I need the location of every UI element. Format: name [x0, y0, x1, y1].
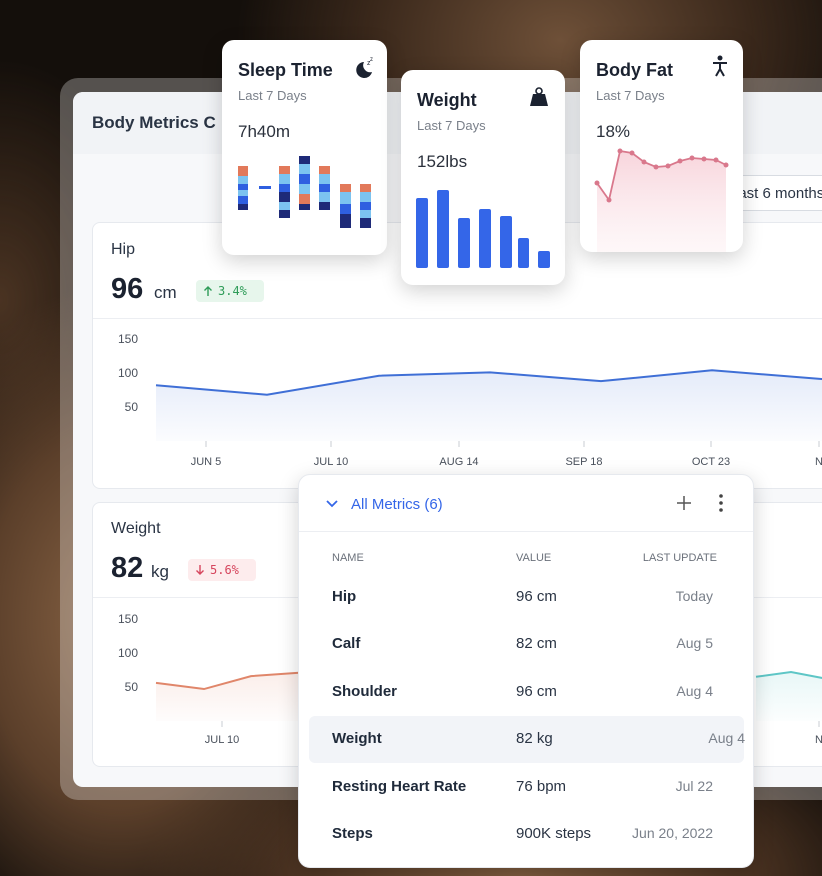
y-tick-label: 150	[118, 332, 138, 346]
more-button[interactable]	[717, 493, 725, 513]
area	[156, 370, 822, 441]
x-tick-label: JUL 10	[314, 456, 348, 468]
svg-text:z: z	[367, 60, 371, 67]
y-tick-label: 50	[125, 400, 139, 414]
card-title: Weight	[417, 90, 477, 110]
last-update: Aug 5	[676, 635, 713, 651]
table-row: Calf 82 cm Aug 5	[299, 621, 753, 668]
metric-unit: kg	[151, 562, 169, 581]
area	[156, 672, 299, 721]
svg-text:z: z	[370, 57, 373, 63]
body-fat-line	[594, 148, 729, 252]
change-badge: 5.6%	[188, 559, 256, 581]
card-value: 18%	[596, 122, 631, 141]
x-tick-label: AUG 14	[439, 456, 478, 468]
line	[155, 671, 300, 691]
column-header: NAME	[332, 552, 364, 564]
metric-name: Hip	[111, 241, 136, 258]
card-value: 152lbs	[417, 152, 468, 171]
metric-value: 96 cm	[516, 588, 557, 605]
table-title[interactable]: All Metrics (6)	[351, 496, 443, 513]
metric-name: Resting Heart Rate	[332, 778, 467, 795]
table-count: (6)	[424, 496, 443, 513]
weight-bars	[416, 190, 550, 268]
table-row: Resting Heart Rate 76 bpm Jul 22	[299, 764, 753, 811]
area	[756, 672, 822, 721]
last-update: Today	[675, 588, 713, 604]
x-tick-label: SEP 18	[565, 456, 602, 468]
divider	[93, 318, 822, 319]
y-tick-label: 100	[118, 646, 138, 660]
sleep-stages	[238, 156, 371, 228]
line	[755, 671, 822, 679]
table-title-text: All Metrics	[351, 496, 421, 513]
up-arrow	[204, 286, 212, 296]
card-title: Body Fat	[596, 60, 674, 80]
metric-value: 82 kg	[516, 730, 553, 747]
y-tick-label: 100	[118, 366, 138, 380]
x-tick-label: JUL 10	[205, 734, 239, 746]
y-tick-label: 50	[125, 680, 139, 694]
last-update: Jul 22	[675, 778, 713, 794]
card-title: Sleep Time	[238, 60, 333, 80]
change-value: 5.6%	[210, 563, 239, 577]
last-update: Aug 4	[708, 730, 745, 746]
card-subtitle: Last 7 Days	[238, 88, 307, 103]
line-chart: 150 100 50 JUN 5 JUL 10 AUG 14 SEP 18 OCT 23 N	[118, 332, 822, 468]
change-badge: 3.4%	[196, 280, 264, 302]
x-tick-label: JUN 5	[191, 456, 222, 468]
column-header: VALUE	[516, 552, 552, 564]
table-row: Weight 82 kg Aug 4	[309, 716, 745, 763]
change-value: 3.4%	[218, 284, 247, 298]
x-tick-label: N	[815, 456, 822, 468]
x-tick-label: OCT 23	[692, 456, 730, 468]
table-divider	[299, 531, 753, 532]
period-label: Last 6 months	[730, 185, 822, 202]
last-update: Jun 20, 2022	[632, 825, 713, 841]
metric-name: Shoulder	[332, 683, 398, 700]
metric-value: 900K steps	[516, 825, 592, 842]
last-update: Aug 4	[676, 683, 713, 699]
body-fat-card: Body Fat Last 7 Days 18%	[580, 40, 743, 252]
metric-value: 82	[111, 552, 144, 584]
weight-icon	[530, 87, 548, 106]
metric-value: 76 bpm	[516, 778, 567, 795]
card-subtitle: Last 7 Days	[596, 88, 665, 103]
person-icon	[713, 55, 727, 77]
table-row: Steps 900K steps Jun 20, 2022	[299, 811, 753, 858]
metric-value: 96 cm	[516, 683, 557, 700]
line	[155, 369, 822, 396]
metric-value: 96	[111, 273, 144, 305]
line-chart: 150 100 50 JUL 10 N	[118, 612, 822, 746]
collapse-chevron[interactable]	[325, 498, 339, 510]
metric-name: Calf	[332, 635, 361, 652]
x-tick-label: N	[815, 734, 822, 746]
metric-name: Hip	[332, 588, 357, 605]
sleep-bars	[238, 156, 371, 228]
metric-unit: cm	[154, 283, 177, 302]
card-value: 7h40m	[238, 122, 290, 141]
weight-mini-card: Weight Last 7 Days 152lbs	[401, 70, 565, 285]
metric-name: Weight	[111, 520, 161, 537]
table-row: Shoulder 96 cm Aug 4	[299, 669, 753, 716]
column-header: LAST UPDATE	[642, 552, 717, 564]
table-row: Hip 96 cm Today	[299, 574, 753, 621]
down-arrow	[196, 565, 204, 575]
y-tick-label: 150	[118, 612, 138, 626]
metrics-table: All Metrics (6) NAME VALUE LAST UPDATE H…	[298, 474, 754, 868]
card-subtitle: Last 7 Days	[417, 118, 486, 133]
dashboard-title: Body Metrics C	[92, 113, 216, 132]
metric-name: Weight	[332, 730, 382, 747]
add-button[interactable]	[676, 495, 692, 511]
metric-name: Steps	[332, 825, 373, 842]
metric-value: 82 cm	[516, 635, 557, 652]
